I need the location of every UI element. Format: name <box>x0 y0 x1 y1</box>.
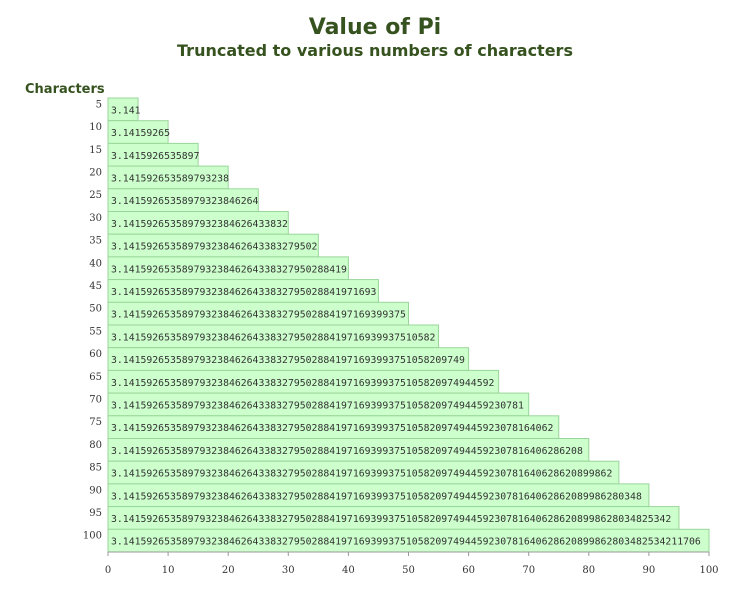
x-tick-label: 90 <box>643 565 656 576</box>
y-tick-label: 45 <box>89 281 102 292</box>
bar-label: 3.141 <box>111 105 141 116</box>
y-tick-label: 90 <box>89 485 102 496</box>
bar-label: 3.14159265358979323846264338327950288419… <box>111 310 406 321</box>
bar-label: 3.1415926535897932384626433832 <box>111 219 288 230</box>
x-tick-label: 100 <box>699 565 718 576</box>
y-tick-label: 60 <box>89 349 102 360</box>
y-tick-label: 10 <box>89 122 102 133</box>
y-tick-label: 40 <box>89 258 102 269</box>
y-tick-label: 55 <box>89 326 102 337</box>
chart-title: Value of Pi <box>309 15 441 40</box>
chart-subtitle: Truncated to various numbers of characte… <box>177 41 573 60</box>
bar-label: 3.1415926535897 <box>111 151 200 162</box>
bar-label: 3.14159265358979323846264338327950288419… <box>111 491 642 502</box>
y-tick-label: 85 <box>89 463 102 474</box>
x-tick-label: 40 <box>342 565 355 576</box>
bar-label: 3.14159265358979323846264338327950288419… <box>111 537 701 548</box>
bar-label: 3.14159265358979323846264338327950288419… <box>111 469 612 480</box>
bar-label: 3.14159265358979323846264 <box>111 196 259 207</box>
x-tick-label: 60 <box>462 565 475 576</box>
y-tick-label: 70 <box>89 394 102 405</box>
y-tick-label: 95 <box>89 508 102 519</box>
y-tick-label: 80 <box>89 440 102 451</box>
y-tick-label: 35 <box>89 236 102 247</box>
bar-label: 3.14159265358979323846264338327950288419… <box>111 400 524 411</box>
bar-label: 3.14159265358979323846264338327950288419… <box>111 355 465 366</box>
bar-label: 3.14159265358979323846264338327950288419… <box>111 287 377 298</box>
y-tick-label: 65 <box>89 372 102 383</box>
x-tick-label: 70 <box>522 565 535 576</box>
y-tick-label: 100 <box>83 531 102 542</box>
y-tick-label: 30 <box>89 213 102 224</box>
bar-label: 3.141592653589793238462643383279502 <box>111 242 318 253</box>
x-tick-label: 80 <box>582 565 595 576</box>
x-tick-label: 10 <box>162 565 175 576</box>
bar-label: 3.141592653589793238 <box>111 173 229 184</box>
x-tick-label: 30 <box>282 565 295 576</box>
x-tick-label: 20 <box>222 565 235 576</box>
y-tick-label: 20 <box>89 167 102 178</box>
bar-label: 3.14159265 <box>111 128 170 139</box>
bar-label: 3.14159265358979323846264338327950288419… <box>111 446 583 457</box>
bar-label: 3.14159265358979323846264338327950288419… <box>111 514 671 525</box>
y-tick-label: 75 <box>89 417 102 428</box>
y-axis-label: Characters <box>25 82 105 97</box>
y-tick-label: 25 <box>89 190 102 201</box>
bar-label: 3.14159265358979323846264338327950288419… <box>111 423 553 434</box>
bar-label: 3.14159265358979323846264338327950288419 <box>111 264 347 275</box>
y-tick-label: 5 <box>96 99 102 110</box>
y-tick-label: 15 <box>89 145 102 156</box>
x-tick-label: 0 <box>105 565 111 576</box>
bar-label: 3.14159265358979323846264338327950288419… <box>111 378 494 389</box>
x-tick-label: 50 <box>402 565 415 576</box>
bar-label: 3.14159265358979323846264338327950288419… <box>111 332 436 343</box>
y-tick-label: 50 <box>89 304 102 315</box>
